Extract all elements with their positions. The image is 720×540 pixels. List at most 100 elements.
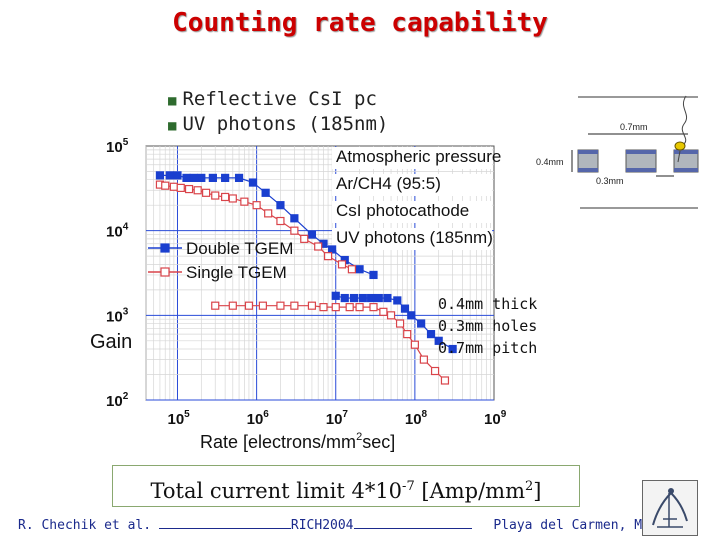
data-point [355,303,364,312]
data-point [276,216,285,226]
footer: R. Chechik et al. RICH2004 Playa del Car… [18,518,681,533]
footer-rule [353,518,472,529]
bullet-text: Reflective CsI pc [182,88,377,110]
x-tick-label: 108 [405,409,428,428]
data-point [189,173,198,182]
conference-logo [642,480,698,536]
electron-icon [674,141,686,151]
data-point [276,201,285,210]
condition-text: Atmospheric pressure [336,147,501,166]
data-point [383,293,392,303]
bullet-item: ■ Reflective CsI pc [168,88,377,110]
data-point [244,301,254,310]
square-bullet-icon: ■ [168,118,177,134]
condition-backdrop [332,201,492,223]
data-point [258,301,267,310]
data-point [221,192,230,202]
x-tick-label: 109 [484,409,507,428]
footer-conference: RICH2004 [290,518,354,533]
slide-title: Counting rate capability [172,8,548,38]
electrode-top [578,150,598,154]
data-point [155,171,165,180]
data-point [328,245,337,254]
data-point [323,252,333,261]
data-point [228,194,237,203]
data-point [307,230,317,239]
logo-icon [652,488,688,528]
data-point [290,214,299,223]
data-point [240,197,249,206]
data-point [386,311,396,320]
data-point [300,234,309,243]
data-point [345,303,354,312]
data-point [355,265,364,274]
data-point [430,366,440,376]
data-point [314,242,323,251]
y-tick-label: 103 [106,306,129,325]
data-point [197,173,206,182]
y-tick-label: 105 [106,137,129,156]
hole-note-thickness: 0.4mm thick [438,295,538,313]
footer-rule [158,518,291,529]
data-point [426,330,436,339]
footer-place: Playa del Carmen, Mexico [493,518,682,533]
condition-text: Ar/CH4 (95:5) [336,174,441,193]
data-point [337,260,347,269]
current-limit-exponent: -7 [402,479,415,494]
legend-marker [160,243,170,253]
data-point [369,270,378,280]
electrode-bottom [578,168,598,172]
hole-label: 0.3mm [596,176,624,186]
legend-marker [160,267,170,277]
y-tick-label: 104 [106,222,129,241]
hole-note-holes: 0.3mm holes [438,317,538,335]
data-point [161,181,170,190]
thgem-geometry-diagram: 0.7mm 0.3mm 0.4mm [536,95,699,209]
data-point [165,171,174,180]
current-limit-unit: [Amp/mm [414,479,526,503]
data-point [419,355,428,364]
condition-backdrop [332,174,492,196]
hole-note-pitch: 0.7mm pitch [438,339,538,357]
data-point [307,301,317,310]
data-point [184,184,194,194]
footer-author: R. Chechik et al. [18,518,152,533]
data-point [407,311,416,320]
electron-path [677,150,681,163]
data-point [393,296,402,305]
data-point [252,201,261,210]
square-bullet-icon: ■ [168,93,177,109]
thickness-label: 0.4mm [536,157,564,167]
bullet-text: UV photons (185nm) [182,113,389,135]
data-point [276,301,285,310]
current-limit-prefix: Total current limit 4*10 [150,479,403,503]
data-point [264,209,273,218]
data-point [403,330,412,339]
x-axis-label: Rate [electrons/mm2sec] [200,431,395,452]
data-point [379,307,388,316]
data-point [173,171,182,180]
x-tick-label: 107 [326,409,349,428]
data-point [340,293,349,303]
condition-backdrop [332,147,492,169]
data-point [248,178,258,187]
data-point [367,293,376,303]
data-point [440,376,450,385]
data-point [347,265,356,274]
data-point [202,188,211,197]
x-tick-label: 106 [247,409,270,428]
data-point [410,340,419,349]
data-point [221,173,230,182]
data-point [193,186,202,195]
legend-label: Single TGEM [186,263,287,282]
bullet-item: ■ UV photons (185nm) [168,113,388,135]
condition-backdrop [332,228,492,250]
data-point [182,173,191,182]
data-point [169,182,178,191]
data-point [374,293,383,303]
data-point [369,303,378,312]
current-limit-square: 2 [525,479,534,494]
pitch-label: 0.7mm [620,122,648,132]
current-limit-suffix: ] [533,479,542,503]
data-point [290,301,299,310]
